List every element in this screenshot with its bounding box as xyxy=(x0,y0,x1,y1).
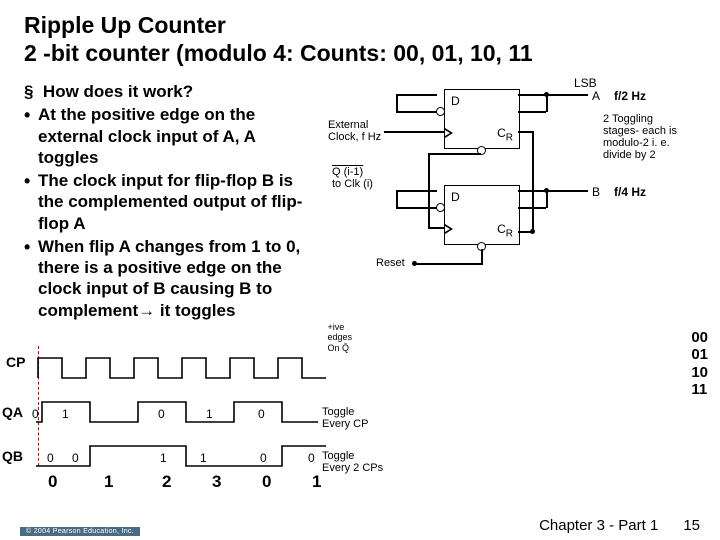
qbar-clk-label: Q (i-1)to Clk (i) xyxy=(332,166,373,190)
outA-label: A xyxy=(592,89,600,103)
count-states: 00 01 10 11 xyxy=(691,329,708,398)
question-bullet: § xyxy=(24,82,33,101)
qa-val: 1 xyxy=(206,407,213,421)
ffB-D-label: D xyxy=(451,190,460,204)
count-val: 1 xyxy=(104,472,113,492)
qa-toggle-note: ToggleEvery CP xyxy=(322,406,368,430)
count-val: 3 xyxy=(212,472,221,492)
ive-note-l3: On Q̄ xyxy=(327,343,349,353)
bullet-item: When flip A changes from 1 to 0, there i… xyxy=(24,236,314,321)
copyright: © 2004 Pearson Education, Inc. xyxy=(20,527,140,536)
ffA-C-label: CR xyxy=(497,126,513,143)
qa-val: 0 xyxy=(258,407,265,421)
title-line2: 2 -bit counter (modulo 4: Counts: 00, 01… xyxy=(24,40,533,66)
left-column: § How does it work? At the positive edge… xyxy=(24,81,314,321)
ive-note-l2: edges xyxy=(327,332,352,342)
ffB-C-label: CR xyxy=(497,222,513,239)
qb-val: 0 xyxy=(72,451,79,465)
toggle-stages-label: 2 Toggling stages- each is modulo-2 i. e… xyxy=(603,113,677,161)
bullet-item: At the positive edge on the external clo… xyxy=(24,104,314,168)
qb-val: 1 xyxy=(200,451,207,465)
ffA-D-label: D xyxy=(451,94,460,108)
count-val: 0 xyxy=(262,472,271,492)
outB-freq: f/4 Hz xyxy=(614,185,646,199)
qa-val: 0 xyxy=(32,407,39,421)
footer: Chapter 3 - Part 1 15 xyxy=(539,517,700,534)
reset-label: Reset xyxy=(376,257,405,269)
qa-val: 0 xyxy=(158,407,165,421)
ext-clock-label: ExternalClock, f Hz xyxy=(328,119,381,143)
qb-val: 1 xyxy=(160,451,167,465)
qb-val: 0 xyxy=(260,451,267,465)
qa-val: 1 xyxy=(62,407,69,421)
footer-page: 15 xyxy=(683,517,700,534)
ive-note-l1: +ive xyxy=(327,322,344,332)
bullet-item: The clock input for flip-flop B is the c… xyxy=(24,170,314,234)
timing-diagram: CP QA QB 0 1 0 1 0 0 0 1 1 0 0 0 1 2 3 0… xyxy=(0,354,390,514)
count-val: 0 xyxy=(48,472,57,492)
outA-freq: f/2 Hz xyxy=(614,89,646,103)
title-line1: Ripple Up Counter xyxy=(24,12,226,38)
right-diagram: D CR D CR xyxy=(314,81,704,321)
qb-val: 0 xyxy=(47,451,54,465)
question-text: How does it work? xyxy=(43,82,193,101)
qb-toggle-note: ToggleEvery 2 CPs xyxy=(322,450,383,474)
outB-label: B xyxy=(592,185,600,199)
count-val: 1 xyxy=(312,472,321,492)
qb-val: 0 xyxy=(308,451,315,465)
lsb-label: LSB xyxy=(574,76,597,90)
count-val: 2 xyxy=(162,472,171,492)
footer-chapter: Chapter 3 - Part 1 xyxy=(539,517,658,534)
